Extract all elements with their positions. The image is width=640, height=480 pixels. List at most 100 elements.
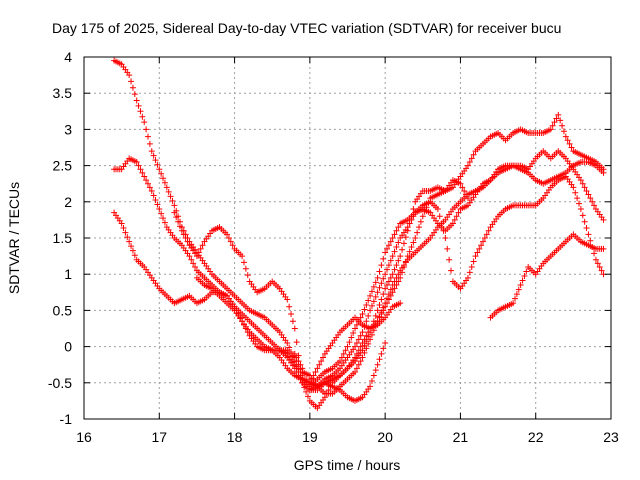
data-point bbox=[581, 218, 588, 225]
data-point bbox=[512, 295, 519, 302]
data-point bbox=[549, 122, 556, 129]
y-tick-label: 0 bbox=[64, 339, 72, 355]
data-point bbox=[352, 368, 359, 375]
data-point bbox=[171, 202, 178, 209]
data-point bbox=[297, 376, 304, 383]
data-point bbox=[239, 253, 246, 260]
data-point bbox=[380, 275, 387, 282]
data-point bbox=[461, 187, 468, 194]
data-point bbox=[387, 286, 394, 293]
data-point bbox=[368, 331, 375, 338]
data-point bbox=[357, 332, 364, 339]
data-point bbox=[581, 184, 588, 191]
data-point bbox=[148, 148, 155, 155]
data-point bbox=[397, 253, 404, 260]
data-point bbox=[480, 238, 487, 245]
data-point bbox=[592, 256, 599, 263]
data-point bbox=[414, 229, 421, 236]
data-point bbox=[472, 253, 479, 260]
data-point bbox=[442, 235, 449, 241]
data-point bbox=[141, 173, 148, 180]
data-point bbox=[353, 365, 360, 372]
data-point bbox=[466, 269, 473, 276]
series-track-4 bbox=[171, 209, 389, 404]
data-point bbox=[594, 260, 601, 267]
data-point bbox=[342, 347, 349, 354]
data-point bbox=[596, 263, 603, 270]
data-point bbox=[410, 213, 417, 220]
data-point bbox=[128, 78, 135, 85]
data-point bbox=[393, 244, 400, 251]
data-point bbox=[374, 289, 381, 296]
data-point bbox=[600, 216, 607, 223]
data-point bbox=[160, 175, 167, 182]
data-point bbox=[336, 358, 343, 365]
y-tick-label: 3.5 bbox=[53, 85, 73, 101]
data-point bbox=[451, 216, 458, 223]
data-point bbox=[416, 224, 423, 231]
data-point bbox=[320, 354, 327, 361]
data-point bbox=[376, 268, 383, 275]
data-point bbox=[385, 291, 392, 298]
data-point bbox=[399, 246, 406, 253]
data-point bbox=[551, 119, 558, 126]
data-point bbox=[124, 234, 131, 241]
data-point bbox=[382, 339, 389, 346]
data-point bbox=[150, 192, 157, 199]
y-tick-label: -0.5 bbox=[48, 375, 72, 391]
data-point bbox=[370, 298, 377, 305]
data-point bbox=[404, 224, 411, 231]
data-point bbox=[519, 277, 526, 284]
data-point bbox=[359, 339, 366, 346]
data-point bbox=[143, 177, 150, 184]
data-point bbox=[380, 304, 387, 311]
x-axis-label: GPS time / hours bbox=[294, 457, 401, 473]
data-point bbox=[470, 258, 477, 265]
data-point bbox=[367, 292, 374, 299]
data-point bbox=[180, 231, 187, 238]
data-point bbox=[391, 285, 398, 292]
data-point bbox=[515, 286, 522, 293]
data-point bbox=[139, 169, 146, 176]
data-point bbox=[284, 339, 291, 346]
data-point bbox=[158, 210, 165, 217]
data-point bbox=[466, 158, 473, 165]
data-point bbox=[131, 91, 138, 98]
data-point bbox=[137, 108, 144, 115]
data-point bbox=[391, 231, 398, 238]
data-point bbox=[312, 368, 319, 375]
data-point bbox=[318, 358, 325, 365]
data-point bbox=[385, 262, 392, 269]
y-tick-label: 2.5 bbox=[53, 158, 73, 174]
data-point bbox=[393, 227, 400, 234]
data-point bbox=[288, 311, 295, 318]
y-tick-label: 1.5 bbox=[53, 230, 73, 246]
data-point bbox=[436, 213, 443, 220]
data-point bbox=[361, 336, 368, 343]
data-point bbox=[576, 200, 583, 207]
data-point bbox=[380, 345, 387, 352]
data-point bbox=[316, 361, 323, 368]
data-point bbox=[591, 202, 598, 209]
data-point bbox=[406, 220, 413, 227]
y-tick-label: 0.5 bbox=[53, 302, 73, 318]
data-point bbox=[560, 128, 567, 135]
data-point bbox=[359, 329, 366, 336]
data-point bbox=[562, 133, 569, 140]
data-point bbox=[224, 231, 231, 238]
data-point bbox=[521, 273, 528, 280]
data-point bbox=[402, 234, 409, 241]
data-point bbox=[410, 239, 417, 246]
data-point bbox=[419, 213, 426, 220]
data-point bbox=[382, 300, 389, 307]
data-point bbox=[144, 133, 151, 140]
data-point bbox=[510, 300, 517, 307]
data-point bbox=[449, 220, 456, 227]
data-point bbox=[156, 206, 163, 213]
data-point bbox=[184, 238, 191, 245]
data-point bbox=[126, 238, 133, 245]
data-point bbox=[293, 368, 300, 375]
data-point bbox=[304, 393, 311, 400]
data-point bbox=[152, 196, 159, 203]
